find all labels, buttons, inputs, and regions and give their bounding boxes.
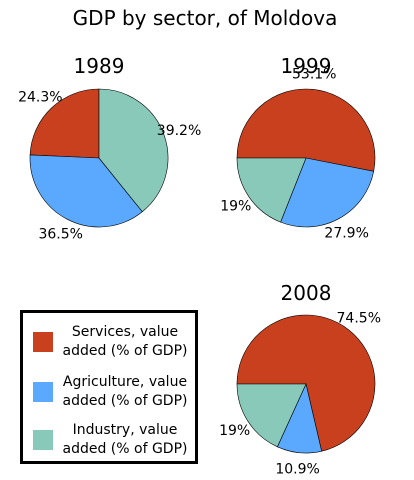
pie-slice-1989-industry [98, 88, 169, 213]
pie-label-1999-industry: 19% [220, 199, 251, 215]
pie-label-1989-agriculture: 36.5% [38, 227, 82, 243]
pie-slice-1999-agriculture [280, 157, 375, 228]
legend-item-services: Services, value added (% of GDP) [33, 323, 193, 363]
pie-slice-1999-services [236, 88, 376, 172]
pie-title-2008: 2008 [281, 281, 332, 305]
pie-label-1999-services: 53.1% [292, 67, 336, 83]
legend-label-agriculture: Agriculture, value added (% of GDP) [62, 374, 188, 409]
legend-swatch-industry [33, 430, 53, 450]
legend-label-services: Services, value added (% of GDP) [62, 324, 188, 359]
pie-slice-1989-services [29, 88, 100, 159]
pie-label-1999-agriculture: 27.9% [324, 226, 368, 242]
pie-title-1999: 1999 [281, 54, 332, 78]
pie-title-1989: 1989 [74, 54, 125, 78]
legend-label-industry: Industry, value added (% of GDP) [62, 422, 188, 457]
pie-label-1989-industry: 39.2% [157, 123, 201, 139]
legend: Services, value added (% of GDP) Agricul… [20, 310, 198, 464]
pie-slice-2008-industry [236, 383, 307, 448]
chart-title: GDP by sector, of Moldova [73, 6, 338, 30]
pie-label-2008-agriculture: 10.9% [275, 461, 319, 477]
pie-slice-1999-industry [236, 157, 307, 223]
pie-label-2008-industry: 19% [219, 423, 250, 439]
pie-label-1989-services: 24.3% [18, 90, 62, 106]
pie-slice-2008-services [236, 314, 376, 452]
legend-swatch-agriculture [33, 382, 53, 402]
pie-slice-1989-agriculture [29, 154, 143, 228]
legend-item-industry: Industry, value added (% of GDP) [33, 421, 193, 461]
legend-swatch-services [33, 332, 53, 352]
legend-item-agriculture: Agriculture, value added (% of GDP) [33, 373, 193, 413]
pie-label-2008-services: 74.5% [337, 311, 381, 327]
